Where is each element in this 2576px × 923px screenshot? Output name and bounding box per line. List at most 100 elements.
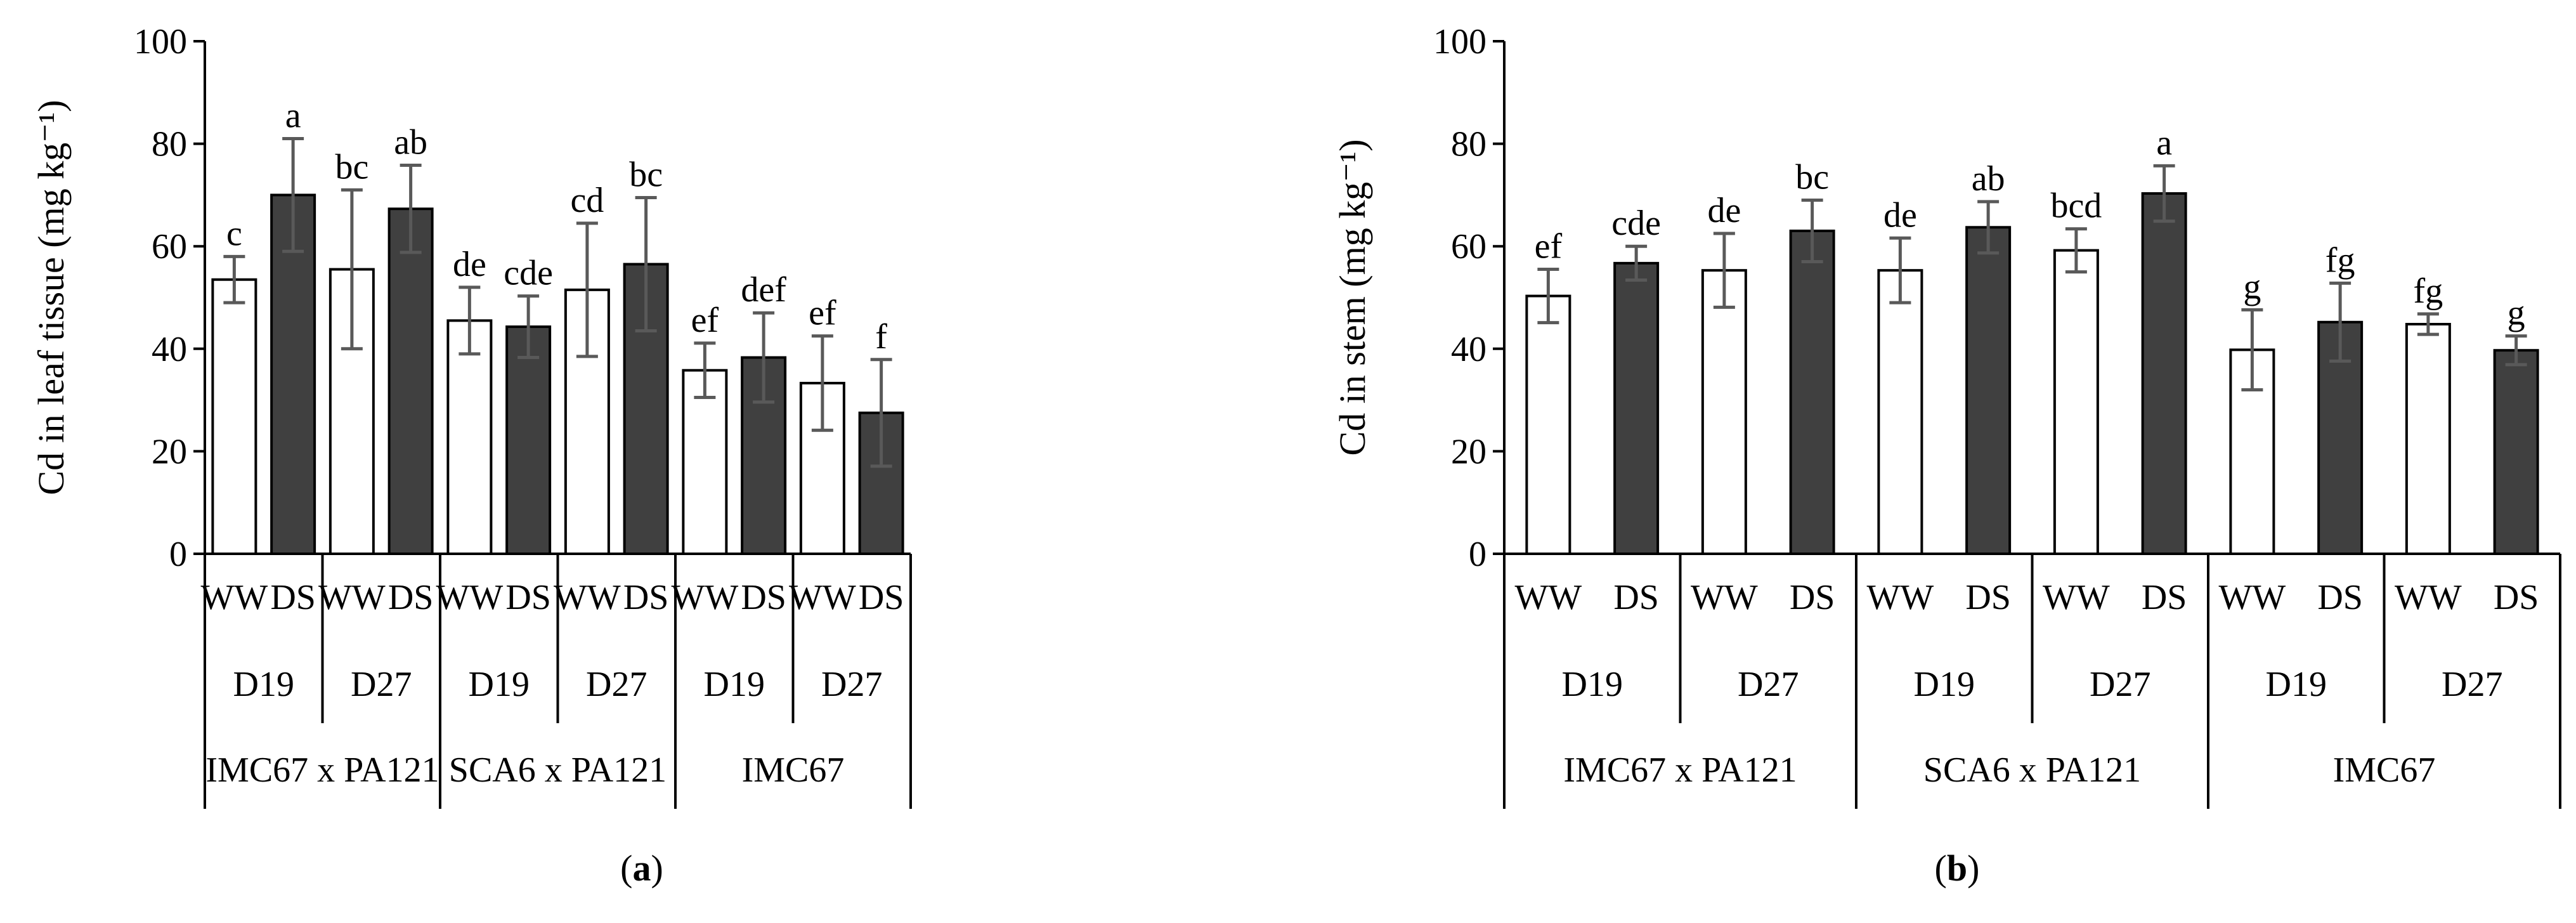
significance-letter: bc bbox=[629, 155, 663, 194]
day-label: D27 bbox=[2090, 665, 2150, 704]
significance-letter: bc bbox=[335, 147, 368, 187]
significance-letter: cd bbox=[570, 181, 604, 220]
treatment-label: DS bbox=[1790, 578, 1835, 617]
treatment-label: WW bbox=[2395, 578, 2462, 617]
treatment-label: WW bbox=[1691, 578, 1758, 617]
bar-b-10 bbox=[2317, 320, 2364, 555]
bar-b-8 bbox=[2141, 192, 2187, 555]
significance-letter: fg bbox=[2414, 272, 2443, 311]
bar-b-5 bbox=[1877, 269, 1923, 555]
bar-a-1 bbox=[211, 278, 257, 555]
panel-label-open: ( bbox=[620, 848, 632, 889]
day-label: D19 bbox=[1914, 665, 1975, 704]
day-label: D27 bbox=[2442, 665, 2502, 704]
bar-a-7 bbox=[564, 288, 610, 555]
bar-b-11 bbox=[2405, 323, 2451, 555]
bar-b-6 bbox=[1965, 226, 2012, 555]
day-label: D27 bbox=[1738, 665, 1799, 704]
significance-letter: cde bbox=[504, 254, 553, 293]
treatment-label: WW bbox=[201, 578, 268, 617]
y-axis-title: Cd in leaf tissue (mg kg⁻¹) bbox=[30, 100, 72, 495]
significance-letter: g bbox=[2508, 294, 2525, 333]
treatment-label: DS bbox=[505, 578, 551, 617]
day-label: D19 bbox=[704, 665, 765, 704]
day-label: D19 bbox=[1562, 665, 1623, 704]
significance-letter: ef bbox=[1535, 227, 1563, 266]
y-tick-label: 20 bbox=[1451, 432, 1486, 471]
panel-label-letter: a bbox=[633, 848, 651, 889]
y-tick-label: 80 bbox=[152, 125, 187, 164]
group-label: IMC67 x PA121 bbox=[1563, 750, 1797, 790]
significance-letter: de bbox=[1707, 191, 1741, 230]
treatment-label: DS bbox=[741, 578, 786, 617]
bar-a-4 bbox=[387, 207, 434, 555]
significance-letter: cde bbox=[1611, 204, 1661, 243]
group-label: IMC67 bbox=[742, 750, 845, 790]
significance-letter: bcd bbox=[2050, 187, 2102, 226]
bar-a-6 bbox=[505, 325, 552, 556]
chart-panel-b: 0 20 40 60 80 100 Cd in stem (mg kg⁻¹) ef WW cde D… bbox=[1332, 22, 2561, 889]
y-tick-label: 60 bbox=[1451, 227, 1486, 266]
bar-a-9 bbox=[682, 369, 728, 556]
significance-letter: ef bbox=[809, 294, 836, 333]
day-label: D19 bbox=[469, 665, 530, 704]
significance-letter: c bbox=[226, 214, 242, 253]
y-axis-title: Cd in stem (mg kg⁻¹) bbox=[1332, 139, 1373, 455]
y-tick-label: 40 bbox=[1451, 330, 1486, 369]
bar-a-5 bbox=[446, 319, 493, 555]
y-tick-label: 80 bbox=[1451, 125, 1486, 164]
day-label: D27 bbox=[351, 665, 412, 704]
bar-b-12 bbox=[2493, 349, 2539, 555]
significance-letter: def bbox=[741, 270, 786, 310]
significance-letter: de bbox=[1883, 195, 1917, 235]
significance-letter: fg bbox=[2326, 240, 2355, 280]
day-label: D19 bbox=[2266, 665, 2327, 704]
treatment-label: DS bbox=[1965, 578, 2011, 617]
treatment-label: WW bbox=[2043, 578, 2110, 617]
panel-label: (b) bbox=[1935, 848, 1980, 889]
bar-b-3 bbox=[1701, 269, 1747, 555]
significance-letter: a bbox=[2156, 123, 2172, 162]
treatment-label: WW bbox=[1867, 578, 1934, 617]
y-tick-label: 60 bbox=[152, 227, 187, 266]
panel-label-close: ) bbox=[1967, 848, 1979, 889]
significance-letter: de bbox=[453, 245, 486, 284]
treatment-label: DS bbox=[2142, 578, 2187, 617]
y-tick-label: 0 bbox=[1469, 535, 1486, 574]
bar-b-7 bbox=[2053, 249, 2099, 555]
treatment-label: WW bbox=[554, 578, 621, 617]
group-label: SCA6 x PA121 bbox=[1923, 750, 2141, 790]
y-tick-label: 0 bbox=[169, 535, 187, 574]
bar-a-10 bbox=[741, 356, 787, 555]
treatment-label: DS bbox=[859, 578, 904, 617]
panel-label-letter: b bbox=[1947, 848, 1967, 889]
panel-label-open: ( bbox=[1935, 848, 1947, 889]
treatment-label: DS bbox=[2494, 578, 2539, 617]
treatment-label: WW bbox=[789, 578, 856, 617]
group-label: IMC67 x PA121 bbox=[205, 750, 439, 790]
y-tick-label: 40 bbox=[152, 330, 187, 369]
panel-label: (a) bbox=[620, 848, 663, 889]
treatment-label: DS bbox=[2317, 578, 2363, 617]
significance-letter: ef bbox=[691, 301, 719, 340]
day-label: D19 bbox=[233, 665, 294, 704]
significance-letter: ab bbox=[1972, 159, 2005, 199]
treatment-label: DS bbox=[388, 578, 434, 617]
treatment-label: WW bbox=[1515, 578, 1582, 617]
treatment-label: WW bbox=[318, 578, 386, 617]
significance-letter: bc bbox=[1795, 157, 1829, 197]
y-tick-label: 100 bbox=[134, 22, 187, 62]
bar-b-2 bbox=[1613, 261, 1660, 555]
treatment-label: WW bbox=[436, 578, 504, 617]
significance-letter: g bbox=[2243, 267, 2261, 306]
bar-b-1 bbox=[1525, 294, 1571, 555]
significance-letter: a bbox=[285, 96, 301, 136]
panel-label-close: ) bbox=[651, 848, 663, 889]
treatment-label: WW bbox=[2219, 578, 2286, 617]
significance-letter: f bbox=[875, 317, 887, 357]
treatment-label: DS bbox=[270, 578, 316, 617]
day-label: D27 bbox=[586, 665, 647, 704]
bar-a-2 bbox=[270, 193, 316, 555]
treatment-label: WW bbox=[672, 578, 739, 617]
day-label: D27 bbox=[821, 665, 882, 704]
